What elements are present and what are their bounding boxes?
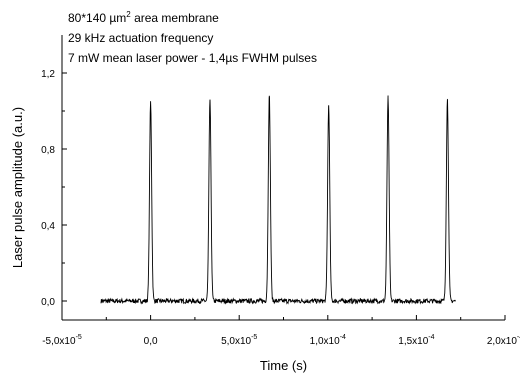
- y-tick-label: 0,4: [41, 221, 55, 232]
- y-tick-label: 0,0: [41, 297, 55, 308]
- x-tick-label: 2,0x10-4: [487, 334, 520, 347]
- y-axis-title: Laser pulse amplitude (a.u.): [10, 107, 25, 268]
- x-tick-label: 1,5x10-4: [398, 334, 434, 347]
- y-tick-label: 1,2: [41, 69, 55, 80]
- x-tick-label: 5,0x10-5: [221, 334, 257, 347]
- annotation-line: 7 mW mean laser power - 1,4µs FWHM pulse…: [68, 51, 317, 65]
- axes: [61, 35, 505, 321]
- annotation-line: 29 kHz actuation frequency: [68, 31, 213, 45]
- annotation-line: 80*140 µm2 area membrane: [68, 10, 219, 25]
- y-tick-label: 0,8: [41, 145, 55, 156]
- series-line: [100, 95, 456, 305]
- x-tick-label: 0,0: [144, 336, 158, 347]
- x-tick-label: 1,0x10-4: [310, 334, 346, 347]
- x-axis-title: Time (s): [260, 358, 307, 373]
- plot-area: [100, 95, 456, 305]
- annotations: 80*140 µm2 area membrane 29 kHz actuation…: [68, 10, 317, 65]
- ticks: 0,0 0,4 0,8 1,2 -5,0x10-5 0,0 5,0x10-5 1,0x10-4…: [41, 69, 520, 347]
- x-tick-label: -5,0x10-5: [42, 334, 82, 347]
